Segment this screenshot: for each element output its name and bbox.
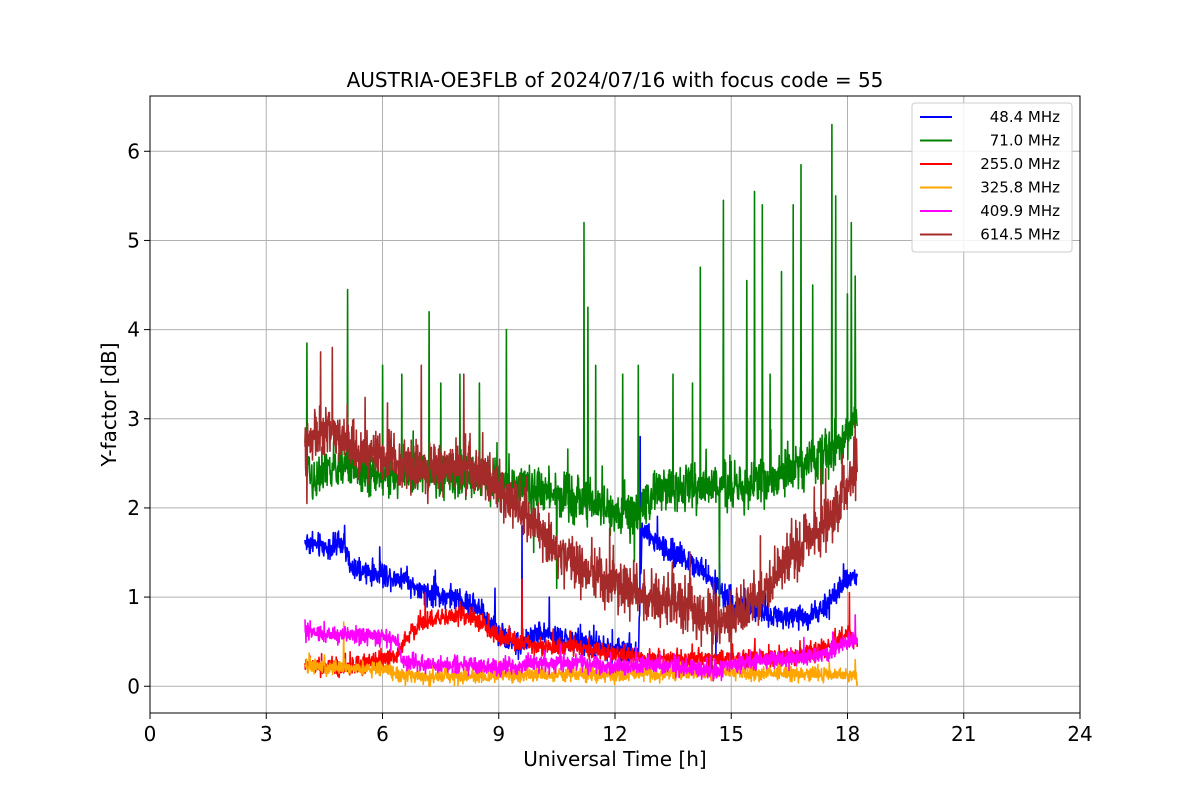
x-tick-label: 3 — [260, 722, 273, 746]
y-tick-label: 1 — [127, 585, 140, 609]
x-axis-ticks: 0 3 6 9 12 15 18 21 24 — [144, 713, 1093, 746]
x-tick-label: 21 — [951, 722, 976, 746]
x-axis-label: Universal Time [h] — [523, 747, 706, 771]
x-tick-label: 24 — [1067, 722, 1092, 746]
plot-series — [304, 123, 858, 688]
y-tick-label: 3 — [127, 407, 140, 431]
y-tick-label: 0 — [127, 674, 140, 698]
y-tick-label: 2 — [127, 496, 140, 520]
y-tick-label: 5 — [127, 228, 140, 252]
chart-title: AUSTRIA-OE3FLB of 2024/07/16 with focus … — [347, 68, 884, 92]
grid-lines — [149, 96, 1081, 713]
x-tick-label: 0 — [144, 722, 157, 746]
legend: 48.4 MHz 71.0 MHz 255.0 MHz 325.8 MHz 409.9 … — [911, 102, 1073, 253]
y-axis-ticks: 0 1 2 3 4 5 6 — [127, 139, 150, 698]
series-line-1 — [304, 123, 858, 607]
legend-label: 255.0 MHz — [980, 155, 1060, 173]
y-tick-label: 6 — [127, 139, 140, 163]
legend-label: 48.4 MHz — [990, 108, 1060, 126]
series-line-4 — [304, 614, 858, 682]
legend-label: 409.9 MHz — [980, 202, 1060, 220]
x-tick-label: 15 — [719, 722, 744, 746]
x-tick-label: 9 — [492, 722, 505, 746]
legend-label: 614.5 MHz — [980, 226, 1060, 244]
legend-label: 71.0 MHz — [990, 132, 1060, 150]
series-line-2 — [304, 578, 858, 679]
series-line-0 — [304, 435, 858, 665]
y-axis-label: Y-factor [dB] — [97, 342, 121, 467]
series-line-5 — [304, 346, 858, 670]
x-tick-label: 6 — [376, 722, 389, 746]
y-tick-label: 4 — [127, 318, 140, 342]
series-line-3 — [304, 621, 858, 688]
x-tick-label: 12 — [602, 722, 627, 746]
x-tick-label: 18 — [835, 722, 860, 746]
legend-label: 325.8 MHz — [980, 179, 1060, 197]
